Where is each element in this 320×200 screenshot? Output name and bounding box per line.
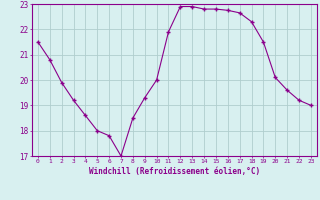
X-axis label: Windchill (Refroidissement éolien,°C): Windchill (Refroidissement éolien,°C) [89, 167, 260, 176]
